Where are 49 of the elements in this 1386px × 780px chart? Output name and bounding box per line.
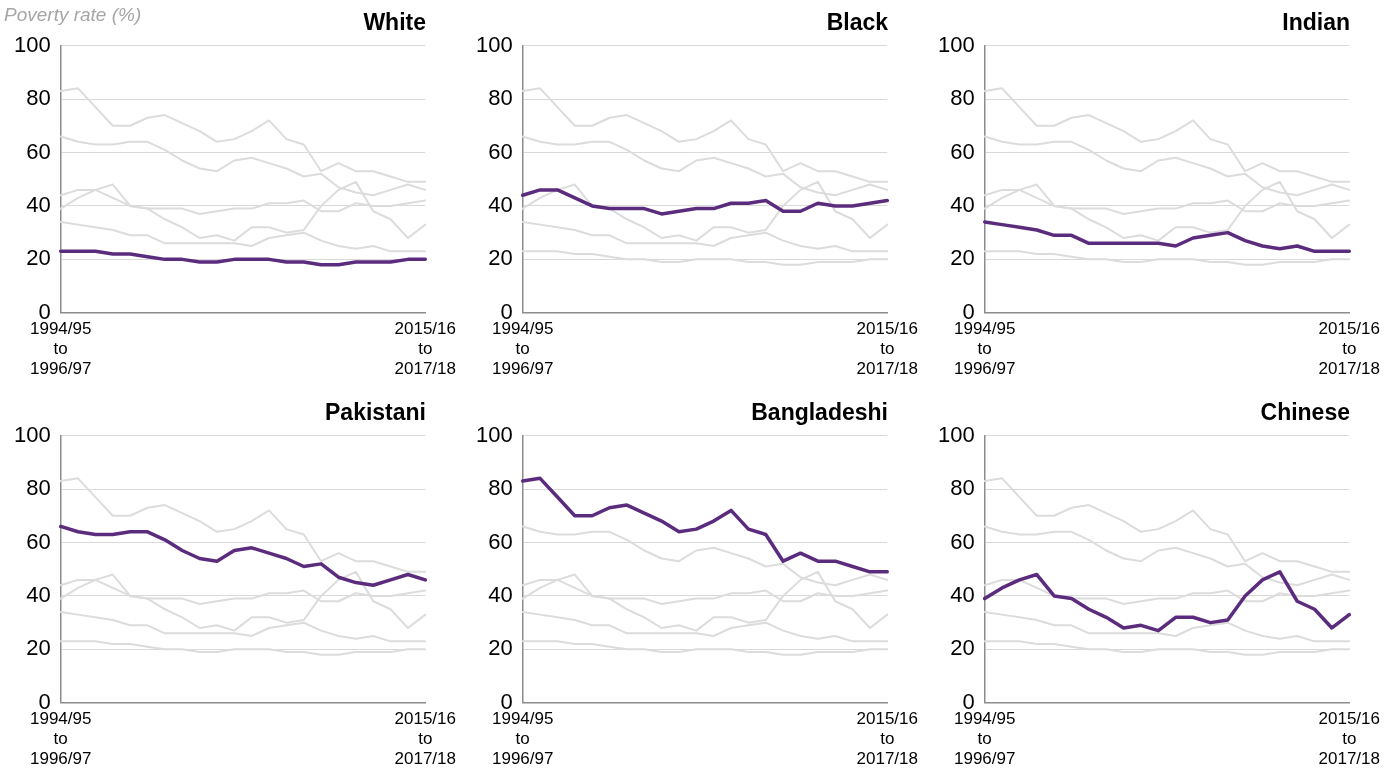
y-tick-label: 80 [950, 475, 975, 501]
y-tick-label: 40 [950, 581, 975, 607]
x-tick-label: 1994/95 to 1996/97 [491, 708, 554, 769]
y-axis-title: Poverty rate (%) [4, 3, 142, 25]
y-tick-label: 100 [475, 31, 513, 57]
x-tick-label: 2015/16 to 2017/18 [856, 708, 918, 769]
chart-title: Indian [1282, 9, 1350, 36]
chart-title: Chinese [1260, 399, 1350, 426]
y-tick-label: 40 [26, 191, 51, 217]
y-tick-label: 20 [26, 245, 51, 271]
chart-title: Pakistani [325, 399, 426, 426]
x-tick-label: 1994/95 to 1996/97 [29, 708, 92, 769]
y-tick-label: 60 [26, 528, 51, 554]
y-tick-label: 80 [488, 475, 513, 501]
y-tick-label: 100 [13, 421, 51, 447]
chart-title: Bangladeshi [751, 399, 888, 426]
x-tick-label: 2015/16 to 2017/18 [1318, 318, 1380, 379]
y-tick-label: 40 [488, 191, 513, 217]
y-tick-label: 20 [26, 635, 51, 661]
y-tick-label: 100 [13, 31, 51, 57]
y-tick-label: 100 [937, 421, 975, 447]
y-tick-label: 80 [26, 475, 51, 501]
y-tick-label: 60 [26, 138, 51, 164]
y-tick-label: 20 [488, 245, 513, 271]
x-tick-label: 1994/95 to 1996/97 [29, 318, 92, 379]
y-tick-label: 60 [488, 528, 513, 554]
y-tick-label: 60 [950, 528, 975, 554]
chart-title: White [363, 9, 426, 36]
y-tick-label: 80 [488, 85, 513, 111]
y-tick-label: 20 [950, 245, 975, 271]
x-tick-label: 1994/95 to 1996/97 [953, 318, 1016, 379]
y-tick-label: 40 [950, 191, 975, 217]
y-tick-label: 20 [950, 635, 975, 661]
x-tick-label: 2015/16 to 2017/18 [394, 318, 456, 379]
y-tick-label: 20 [488, 635, 513, 661]
y-tick-label: 100 [475, 421, 513, 447]
x-tick-label: 2015/16 to 2017/18 [856, 318, 918, 379]
y-tick-label: 80 [950, 85, 975, 111]
chart-title: Black [826, 9, 889, 36]
y-tick-label: 100 [937, 31, 975, 57]
x-tick-label: 1994/95 to 1996/97 [953, 708, 1016, 769]
x-tick-label: 2015/16 to 2017/18 [1318, 708, 1380, 769]
x-tick-label: 2015/16 to 2017/18 [394, 708, 456, 769]
y-tick-label: 80 [26, 85, 51, 111]
y-tick-label: 60 [950, 138, 975, 164]
y-tick-label: 40 [26, 581, 51, 607]
y-tick-label: 40 [488, 581, 513, 607]
y-tick-label: 60 [488, 138, 513, 164]
x-tick-label: 1994/95 to 1996/97 [491, 318, 554, 379]
